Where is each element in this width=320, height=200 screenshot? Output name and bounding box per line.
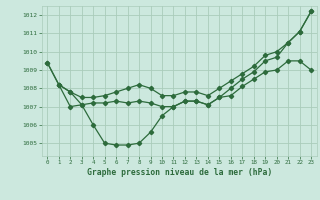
X-axis label: Graphe pression niveau de la mer (hPa): Graphe pression niveau de la mer (hPa): [87, 168, 272, 177]
